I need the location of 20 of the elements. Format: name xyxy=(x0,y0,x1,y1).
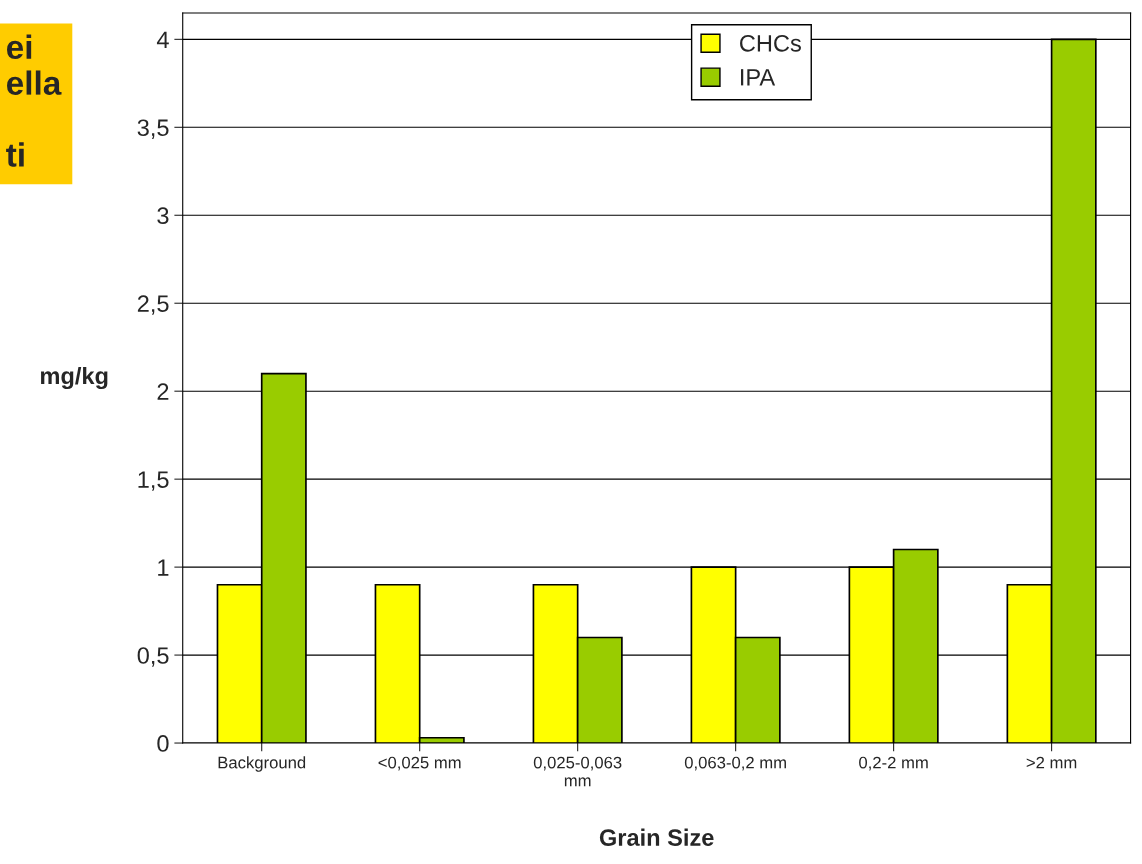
x-tick-label: <0,025 mm xyxy=(378,756,461,771)
y-tick-label: 2,5 xyxy=(137,295,169,315)
y-tick-label: 1 xyxy=(158,559,169,576)
y-axis-title: mg/kg xyxy=(41,366,108,390)
text: ei ella ti xyxy=(6,34,62,167)
y-tick-label: 0,5 xyxy=(137,647,169,667)
y-tick-label: 3 xyxy=(157,207,169,225)
legend-label: CHCs xyxy=(740,34,801,52)
y-tick-label: 3,5 xyxy=(137,119,169,139)
y-tick-label: 2 xyxy=(157,383,169,400)
y-tick-label: 4 xyxy=(156,31,169,48)
x-axis-title: Grain Size xyxy=(599,828,714,846)
y-tick-label: 1,5 xyxy=(138,471,169,491)
x-tick-label: >2 mm xyxy=(1026,756,1077,769)
legend-label: IPA xyxy=(741,69,776,86)
x-tick-label: 0,2-2 mm xyxy=(859,756,928,771)
x-tick-label: 0,063-0,2 mm xyxy=(684,756,786,771)
y-tick-label: 0 xyxy=(157,735,169,752)
x-tick-label: 0,025-0,063 mm xyxy=(533,756,622,787)
x-tick-label: Background xyxy=(218,756,306,772)
